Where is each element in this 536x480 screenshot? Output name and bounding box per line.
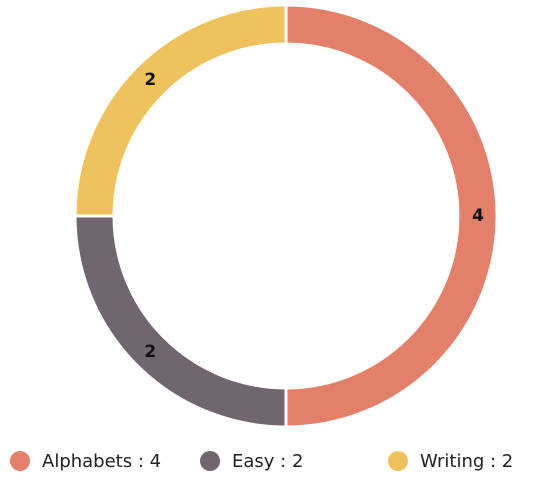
legend-label: Easy : 2 bbox=[232, 451, 303, 472]
data-label: 4 bbox=[472, 206, 484, 226]
donut-segment bbox=[73, 214, 288, 429]
legend-swatch bbox=[388, 451, 408, 471]
legend-swatch bbox=[10, 451, 30, 471]
donut-segment bbox=[73, 3, 288, 218]
legend-swatch bbox=[200, 451, 220, 471]
data-label: 2 bbox=[144, 70, 156, 90]
legend-label: Writing : 2 bbox=[420, 451, 513, 472]
data-label: 2 bbox=[144, 342, 156, 362]
legend-label: Alphabets : 4 bbox=[42, 451, 161, 472]
donut-segment bbox=[284, 3, 499, 429]
